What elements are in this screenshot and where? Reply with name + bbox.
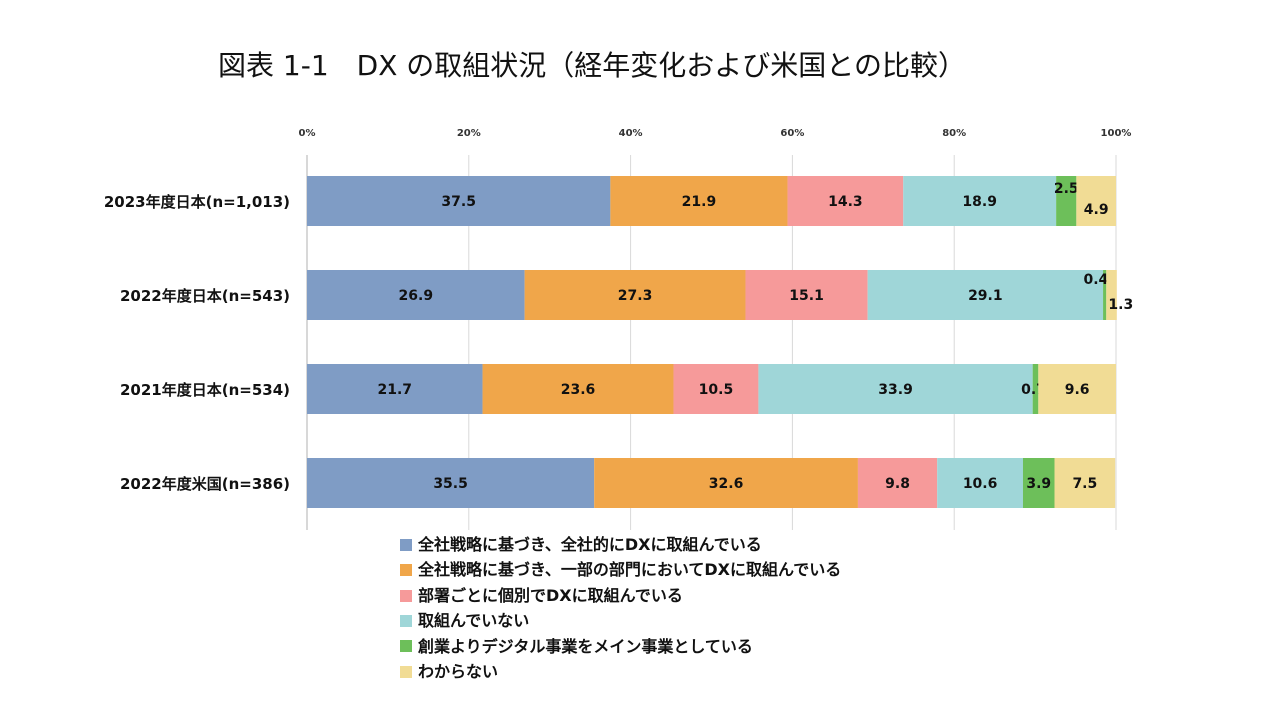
data-label: 14.3 [828,194,863,210]
bar-segment [937,458,1023,508]
category-label: 2021年度日本(n=534) [120,381,290,399]
data-label: 10.5 [699,382,734,398]
bar-segment [307,364,483,414]
x-tick-label: 0% [299,128,316,139]
bar-segment [482,364,674,414]
data-label: 18.9 [962,194,997,210]
bar-segment [1032,364,1039,414]
chart-title: 図表 1-1 DX の取組状況（経年変化および米国との比較） [218,49,966,82]
bar-segment [1056,176,1077,226]
bar-segment [307,176,611,226]
bar-segment [673,364,759,414]
legend-label: 部署ごとに個別でDXに取組んでいる [418,585,683,605]
data-label: 26.9 [399,288,434,304]
bar-segment [745,270,868,320]
bar-segment [1022,458,1055,508]
bar-segment [1076,176,1116,226]
bar-segment [787,176,904,226]
data-label: 29.1 [968,288,1003,304]
data-label: 35.5 [433,476,468,492]
legend-label: 全社戦略に基づき、全社的にDXに取組んでいる [418,535,762,554]
x-tick-label: 60% [780,128,804,139]
bar-segment [1054,458,1116,508]
x-tick-label: 40% [619,128,643,139]
legend-label: 全社戦略に基づき、一部の部門においてDXに取組んでいる [418,560,842,580]
legend-item: 創業よりデジタル事業をメイン事業としている [400,634,841,659]
data-label: 0.4 [1083,272,1108,288]
bar-segment [867,270,1104,320]
category-label: 2022年度米国(n=386) [120,475,290,493]
legend-item: わからない [400,659,841,684]
bar-segment [307,270,525,320]
data-label: 23.6 [561,382,596,398]
legend-swatch [400,640,412,653]
bar-segment [1038,364,1116,414]
category-label: 2022年度日本(n=543) [120,287,290,305]
legend-swatch [400,665,412,678]
x-tick-label: 100% [1101,128,1132,139]
x-tick-label: 20% [457,128,481,139]
data-label: 15.1 [789,288,824,304]
legend-label: わからない [418,662,499,682]
legend-item: 全社戦略に基づき、全社的にDXに取組んでいる [400,532,841,557]
legend-swatch [400,538,412,551]
bar-segment [610,176,788,226]
data-label: 3.9 [1026,476,1051,492]
x-tick-label: 80% [942,128,966,139]
data-label: 37.5 [441,194,476,210]
legend-swatch [400,564,412,577]
data-label: 10.6 [963,476,998,492]
legend-item: 全社戦略に基づき、一部の部門においてDXに取組んでいる [400,557,841,582]
bar-segment [1106,270,1117,320]
data-label: 33.9 [878,382,913,398]
data-label: 2.5 [1054,181,1079,197]
bar-segment [857,458,938,508]
legend-swatch [400,589,412,602]
data-label: 21.9 [682,194,717,210]
data-label: 27.3 [618,288,653,304]
data-label: 9.8 [885,476,910,492]
legend-label: 創業よりデジタル事業をメイン事業としている [418,636,753,656]
legend-item: 取組んでいない [400,608,841,633]
legend-item: 部署ごとに個別でDXに取組んでいる [400,583,841,608]
bar-segment [903,176,1057,226]
chart-legend: 全社戦略に基づき、全社的にDXに取組んでいる 全社戦略に基づき、一部の部門におい… [400,532,841,684]
data-label: 9.6 [1065,382,1090,398]
bar-segment [758,364,1033,414]
data-label: 1.3 [1108,297,1133,313]
legend-swatch [400,614,412,627]
data-label: 7.5 [1072,476,1097,492]
bar-segment [524,270,746,320]
data-label: 32.6 [709,476,744,492]
bar-segment [307,458,595,508]
bar-segment [1103,270,1107,320]
legend-label: 取組んでいない [418,611,530,631]
data-label: 4.9 [1084,202,1109,218]
data-label: 21.7 [378,382,413,398]
bar-segment [594,458,858,508]
category-label: 2023年度日本(n=1,013) [104,193,290,211]
